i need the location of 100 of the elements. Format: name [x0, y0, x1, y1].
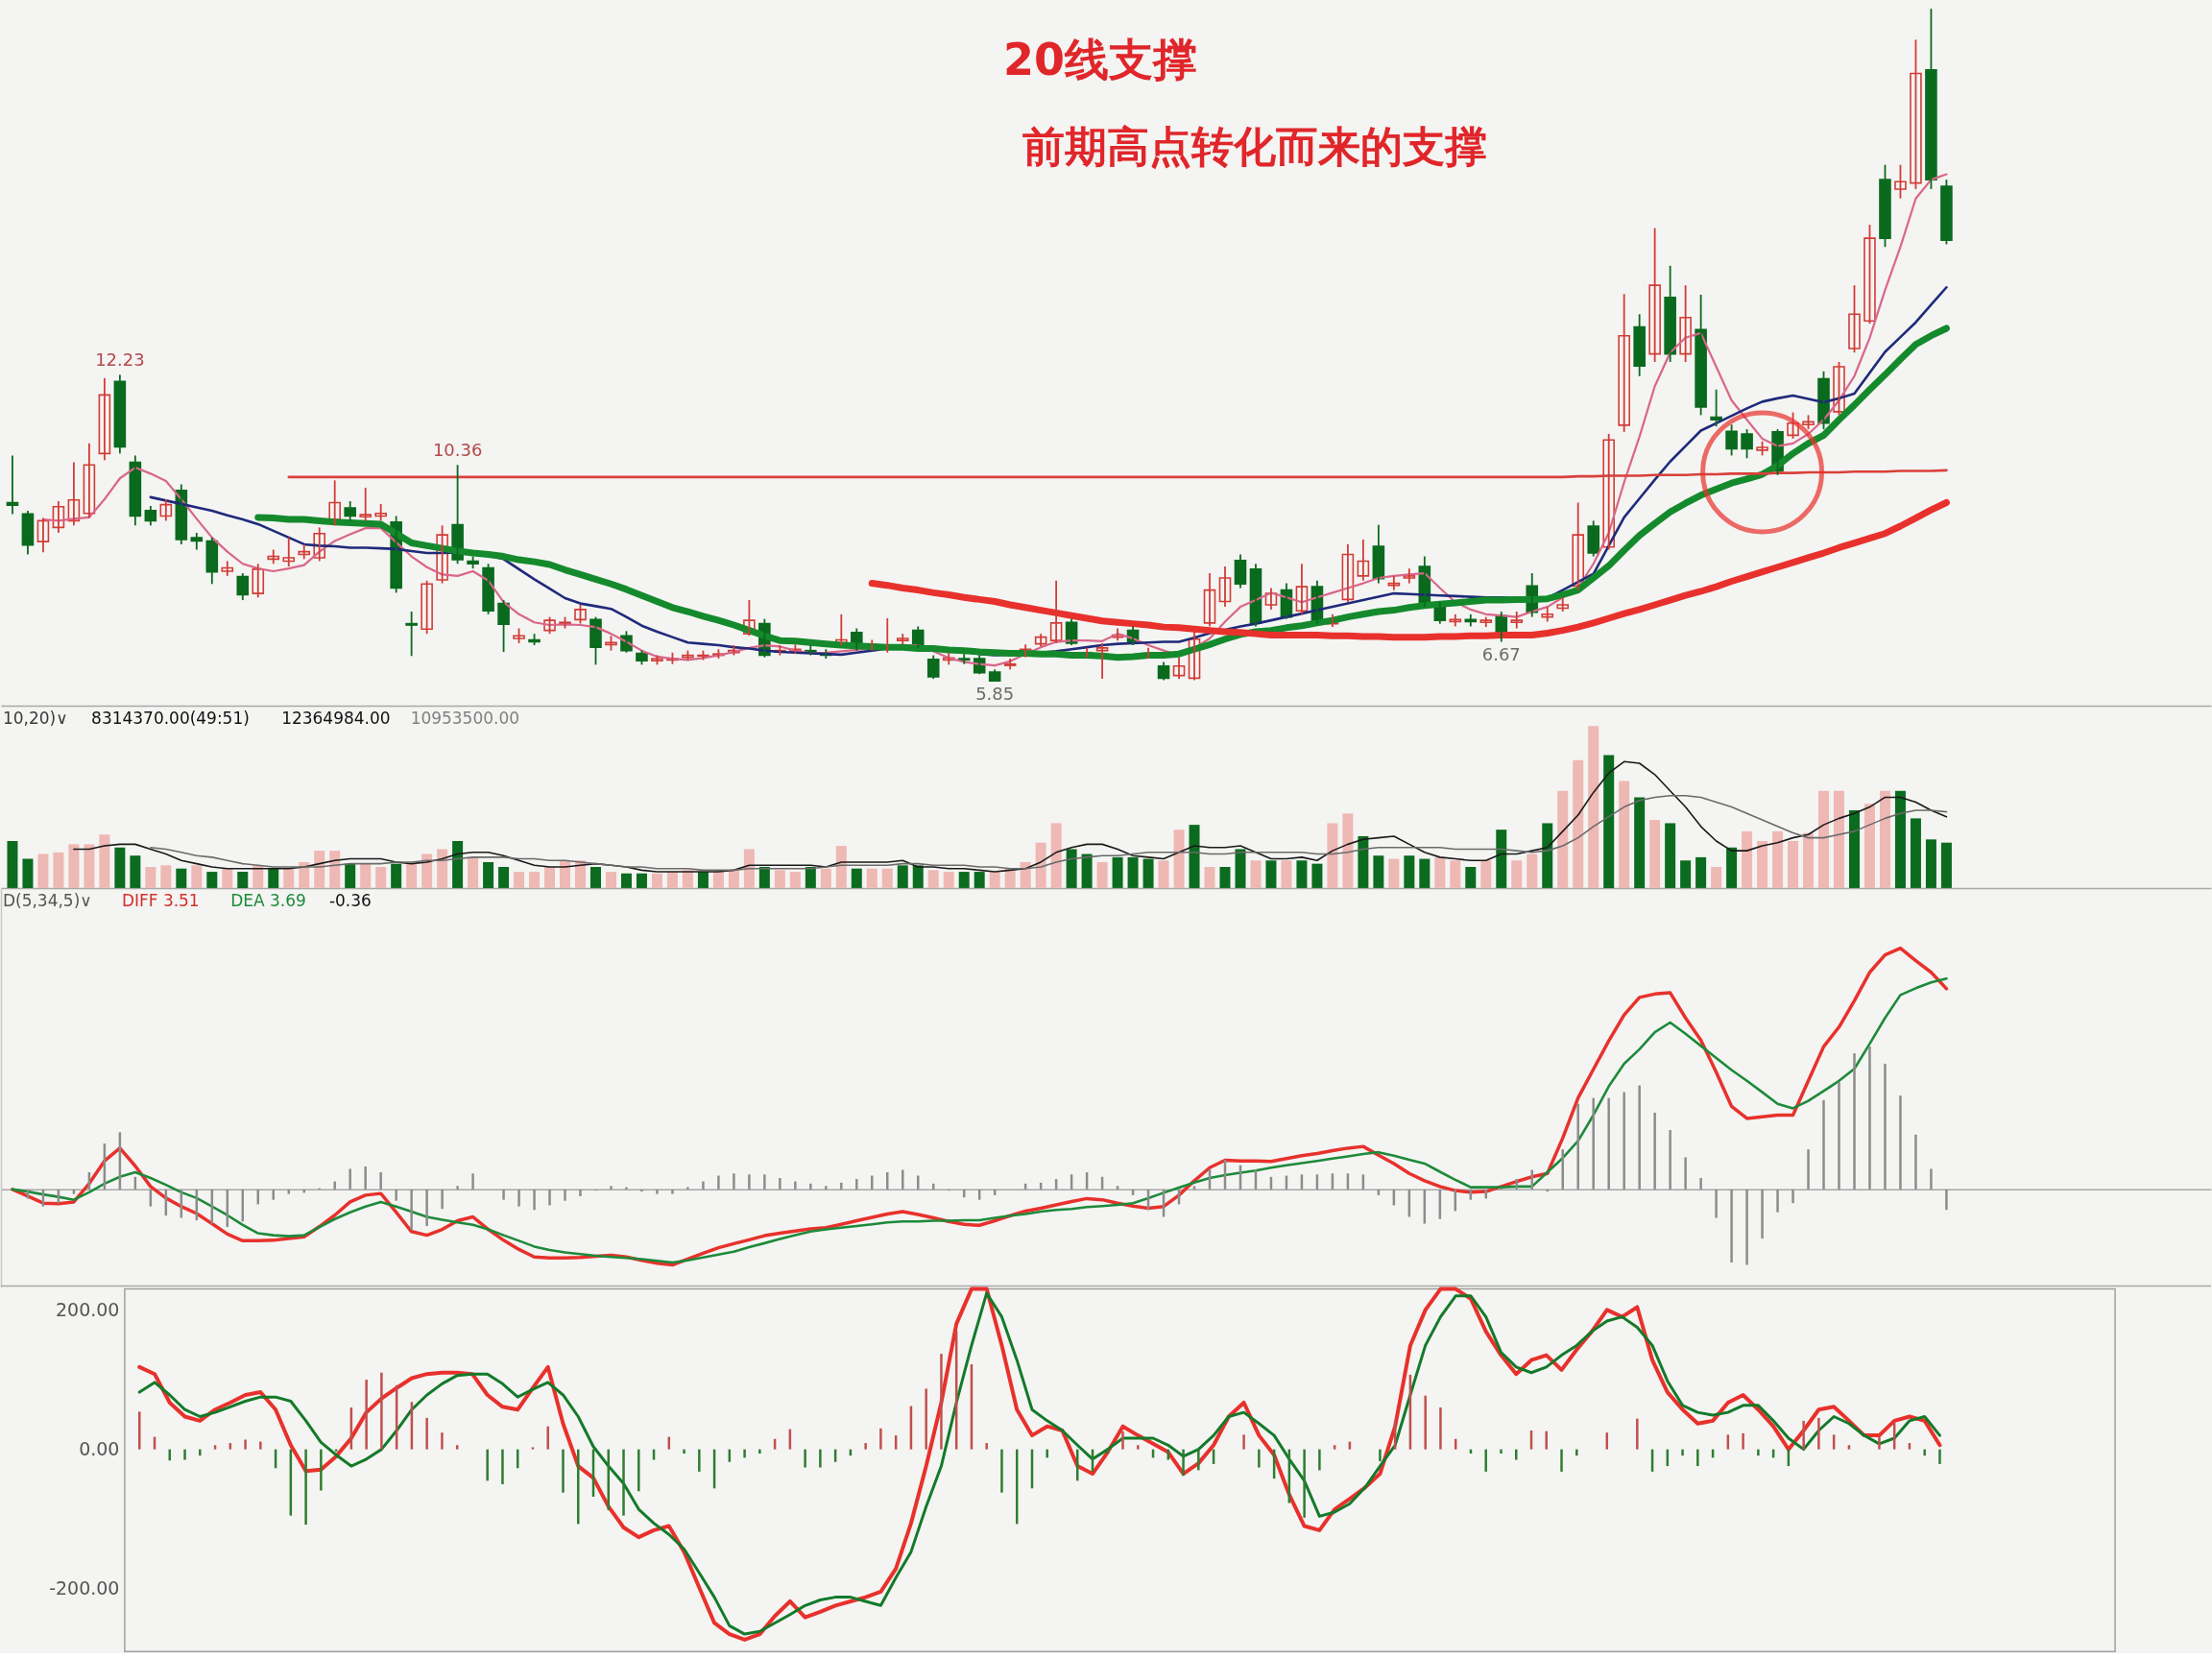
bar: [1076, 1449, 1079, 1481]
candlestick: [1111, 627, 1124, 642]
bar: [683, 1449, 685, 1454]
bar: [252, 865, 264, 888]
bar: [498, 867, 510, 888]
bar: [1035, 842, 1046, 888]
bar: [1636, 1418, 1639, 1450]
bar: [1863, 804, 1875, 888]
bar: [851, 868, 862, 888]
bar: [1046, 1449, 1048, 1458]
bar: [501, 1449, 504, 1484]
candlestick: [436, 524, 448, 585]
bar: [1807, 1149, 1810, 1190]
candlestick: [1541, 606, 1554, 623]
candlestick: [574, 604, 587, 625]
bar: [835, 846, 847, 888]
bar: [360, 863, 372, 888]
bar: [605, 872, 616, 888]
bar: [259, 1441, 262, 1450]
bar: [1607, 1097, 1610, 1190]
candlestick: [1203, 572, 1216, 628]
bar: [1000, 1449, 1003, 1493]
bar: [544, 867, 556, 888]
candlestick: [359, 487, 372, 522]
bar: [1930, 1168, 1933, 1190]
bar: [380, 1372, 383, 1450]
bar: [183, 1449, 186, 1460]
bar: [1020, 861, 1031, 888]
bar: [774, 870, 785, 888]
bar: [1333, 1445, 1336, 1450]
bar: [1439, 1407, 1442, 1450]
bar: [1424, 1395, 1427, 1450]
bar: [199, 1449, 202, 1456]
bar: [1776, 1189, 1779, 1213]
bar: [375, 867, 387, 888]
bar: [145, 867, 156, 888]
bar: [425, 1189, 428, 1227]
bar: [1235, 849, 1246, 888]
candlestick: [1863, 224, 1876, 325]
bar: [637, 1449, 640, 1492]
bar: [666, 872, 678, 888]
bar: [927, 870, 939, 888]
candlestick: [1095, 642, 1109, 680]
bar: [656, 1189, 659, 1194]
bar: [758, 867, 770, 888]
bar: [1838, 1082, 1840, 1190]
bar: [1121, 1431, 1124, 1450]
bar: [989, 872, 1000, 888]
bar: [1527, 854, 1538, 888]
annotation: 8314370.00(49:51): [91, 709, 250, 729]
bar: [562, 1449, 565, 1493]
bar: [7, 841, 18, 888]
bar: [1742, 1432, 1744, 1450]
bar: [68, 844, 80, 888]
bar: [1588, 726, 1599, 888]
candlestick: [712, 648, 725, 660]
bar: [1711, 867, 1722, 888]
candlestick: [896, 633, 909, 646]
bar: [1923, 1449, 1926, 1456]
candlestick: [1910, 38, 1922, 190]
bar: [502, 1189, 505, 1200]
bar: [1791, 1189, 1794, 1204]
bar: [531, 1447, 535, 1450]
bar: [717, 1175, 720, 1190]
bar: [871, 1175, 874, 1190]
candlestick: [497, 599, 510, 653]
bar: [421, 854, 433, 888]
bar: [304, 1449, 307, 1526]
bar: [529, 872, 541, 888]
candlestick: [1357, 539, 1370, 582]
bar: [1940, 842, 1952, 888]
bar: [138, 1411, 141, 1450]
bar: [1434, 856, 1446, 888]
bar: [1242, 1434, 1245, 1450]
bar: [1573, 759, 1584, 888]
bar: [610, 1186, 613, 1190]
bar: [84, 844, 95, 888]
bar: [471, 1173, 474, 1190]
bar: [1342, 813, 1354, 888]
bar: [456, 1186, 459, 1190]
candlestick: [1894, 163, 1907, 200]
bar: [958, 872, 970, 888]
bar: [1849, 809, 1860, 888]
bar: [779, 1178, 781, 1190]
bar: [1137, 1445, 1140, 1450]
candlestick: [1648, 227, 1661, 363]
bar: [441, 1432, 444, 1450]
bar: [1603, 755, 1615, 888]
candlestick: [1848, 284, 1861, 354]
bar: [1684, 1157, 1687, 1190]
bar: [452, 841, 464, 888]
candlestick: [1188, 630, 1201, 682]
bar: [590, 867, 601, 888]
bar: [191, 865, 203, 888]
candlestick: [1295, 563, 1309, 615]
bar: [1484, 1449, 1487, 1472]
bar: [1576, 1103, 1579, 1190]
bar: [1373, 855, 1384, 888]
bar: [1696, 1449, 1699, 1467]
bar: [1715, 1189, 1718, 1218]
